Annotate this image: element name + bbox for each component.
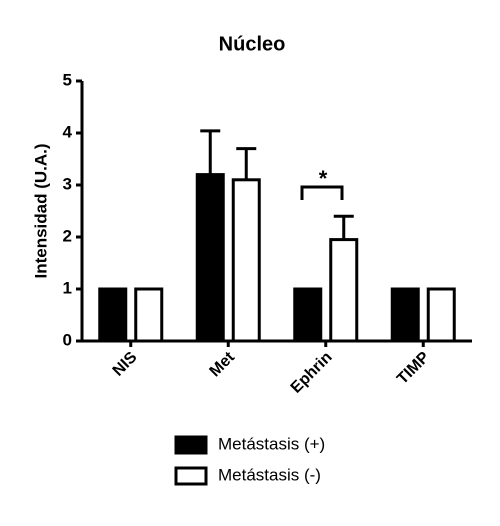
bar (231, 178, 261, 343)
bar (329, 238, 359, 343)
y-tick-label: 1 (63, 278, 72, 297)
legend-swatch (174, 466, 208, 486)
y-tick-label: 2 (63, 226, 72, 245)
bar (134, 287, 164, 343)
x-tick-label: TIMP (394, 349, 433, 388)
x-tick-label: Met (207, 348, 239, 380)
bar (98, 287, 128, 343)
legend-label: Metástasis (+) (218, 434, 325, 453)
bar (293, 287, 323, 343)
legend-label: Metástasis (-) (218, 465, 321, 484)
y-tick-label: 0 (63, 330, 72, 349)
bar (390, 287, 420, 343)
y-axis-label: Intensidad (U.A.) (31, 143, 50, 278)
y-tick-label: 5 (63, 70, 72, 89)
bar (195, 173, 225, 343)
y-tick-label: 3 (63, 174, 72, 193)
chart-title: Núcleo (219, 33, 286, 55)
legend-swatch (174, 435, 208, 455)
significance-bracket (300, 185, 344, 200)
x-tick-label: Ephrin (288, 349, 336, 397)
y-tick-label: 4 (63, 122, 73, 141)
significance-mark: * (319, 166, 328, 191)
bar (426, 287, 456, 343)
x-tick-label: NIS (110, 349, 141, 380)
